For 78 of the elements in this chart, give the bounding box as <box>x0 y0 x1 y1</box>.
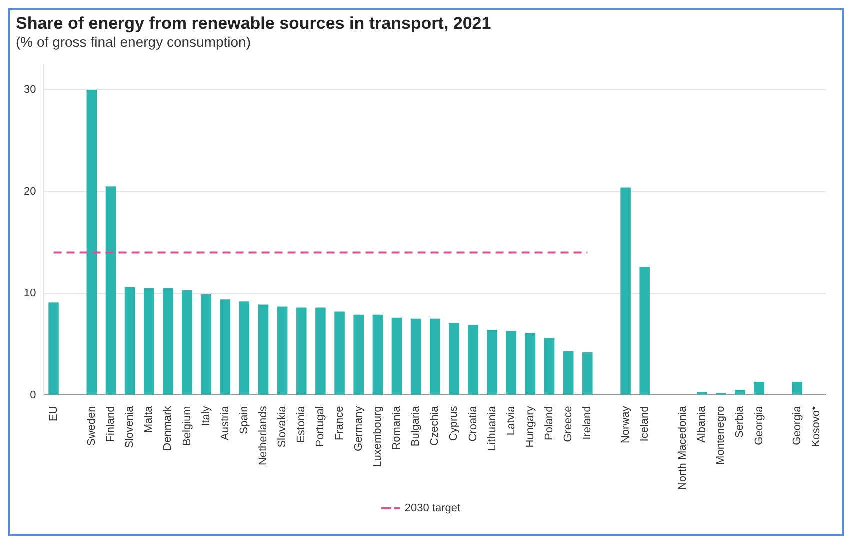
x-tick-label: Bulgaria <box>410 405 422 447</box>
bar <box>201 294 212 395</box>
bar <box>258 304 269 395</box>
bar <box>163 288 174 395</box>
bar <box>430 318 440 395</box>
bar <box>277 306 288 395</box>
x-tick-label: Germany <box>352 406 365 452</box>
x-tick-label: Czechia <box>429 405 442 446</box>
bar <box>544 338 555 395</box>
y-tick-label: 10 <box>24 288 36 300</box>
x-tick-label: Georgia <box>791 405 804 446</box>
bar <box>48 302 59 395</box>
bar <box>354 314 364 395</box>
bar <box>468 325 478 395</box>
bar <box>620 188 631 395</box>
bar <box>506 331 517 395</box>
x-tick-label: Albania <box>696 405 708 443</box>
x-tick-label: Slovenia <box>124 405 136 448</box>
x-tick-label: Iceland <box>638 406 651 442</box>
bar <box>106 186 116 395</box>
x-tick-label: Lithuania <box>486 405 498 451</box>
bar <box>144 288 154 395</box>
y-tick-label: 20 <box>24 186 36 198</box>
x-tick-label: Montenegro <box>715 406 728 465</box>
x-tick-label: Hungary <box>524 406 536 448</box>
bar <box>525 333 536 395</box>
x-tick-label: Finland <box>105 406 118 442</box>
bar <box>372 314 384 395</box>
x-tick-label: Norway <box>620 406 632 444</box>
x-tick-label: France <box>334 406 346 440</box>
bar <box>182 290 192 395</box>
bar <box>124 287 136 395</box>
x-tick-label: Italy <box>200 406 212 426</box>
bar <box>487 330 498 395</box>
x-tick-label: Portugal <box>314 406 327 448</box>
x-tick-label: Spain <box>238 406 250 434</box>
bar <box>640 267 650 395</box>
x-tick-label: Georgia <box>753 405 766 446</box>
bar <box>334 312 345 395</box>
bar <box>754 382 764 395</box>
x-tick-label: Ireland <box>582 406 594 440</box>
bar <box>410 318 422 395</box>
bar <box>316 308 326 395</box>
x-tick-label: Malta <box>143 405 156 434</box>
chart-subtitle: (% of gross final energy consumption) <box>16 34 252 50</box>
y-tick-label: 30 <box>24 84 36 96</box>
bar <box>792 382 803 395</box>
x-tick-label: Kosovo* <box>810 406 822 448</box>
x-tick-label: Cyprus <box>448 406 460 442</box>
x-tick-label: Romania <box>391 405 404 450</box>
x-tick-label: Serbia <box>734 405 746 438</box>
x-tick-label: North Macedonia <box>677 405 690 490</box>
x-tick-label: Belgium <box>181 406 194 446</box>
x-tick-label: Poland <box>544 406 556 440</box>
x-tick-label: Greece <box>562 406 575 442</box>
bar <box>696 392 708 395</box>
chart-title: Share of energy from renewable sources in transport, 2021 <box>16 14 492 34</box>
x-tick-label: Estonia <box>296 405 308 443</box>
bar <box>392 318 402 395</box>
x-tick-label: Slovakia <box>276 405 289 448</box>
x-tick-label: Croatia <box>467 405 480 442</box>
x-tick-label: Luxembourg <box>372 406 384 468</box>
x-tick-label: Netherlands <box>258 406 270 466</box>
bar <box>582 352 593 395</box>
x-tick-label: Austria <box>219 405 232 440</box>
bar <box>86 90 98 395</box>
bar <box>449 323 460 395</box>
bar <box>735 390 746 395</box>
x-tick-label: Latvia <box>505 405 518 436</box>
x-tick-label: Sweden <box>86 406 98 446</box>
bar <box>239 302 250 395</box>
bar <box>296 308 307 395</box>
bar <box>563 351 574 395</box>
y-tick-label: 0 <box>30 389 36 402</box>
x-tick-label: EU <box>48 406 60 422</box>
bar <box>220 300 231 395</box>
legend-label: 2030 target <box>404 502 461 515</box>
x-tick-label: Denmark <box>162 406 174 451</box>
